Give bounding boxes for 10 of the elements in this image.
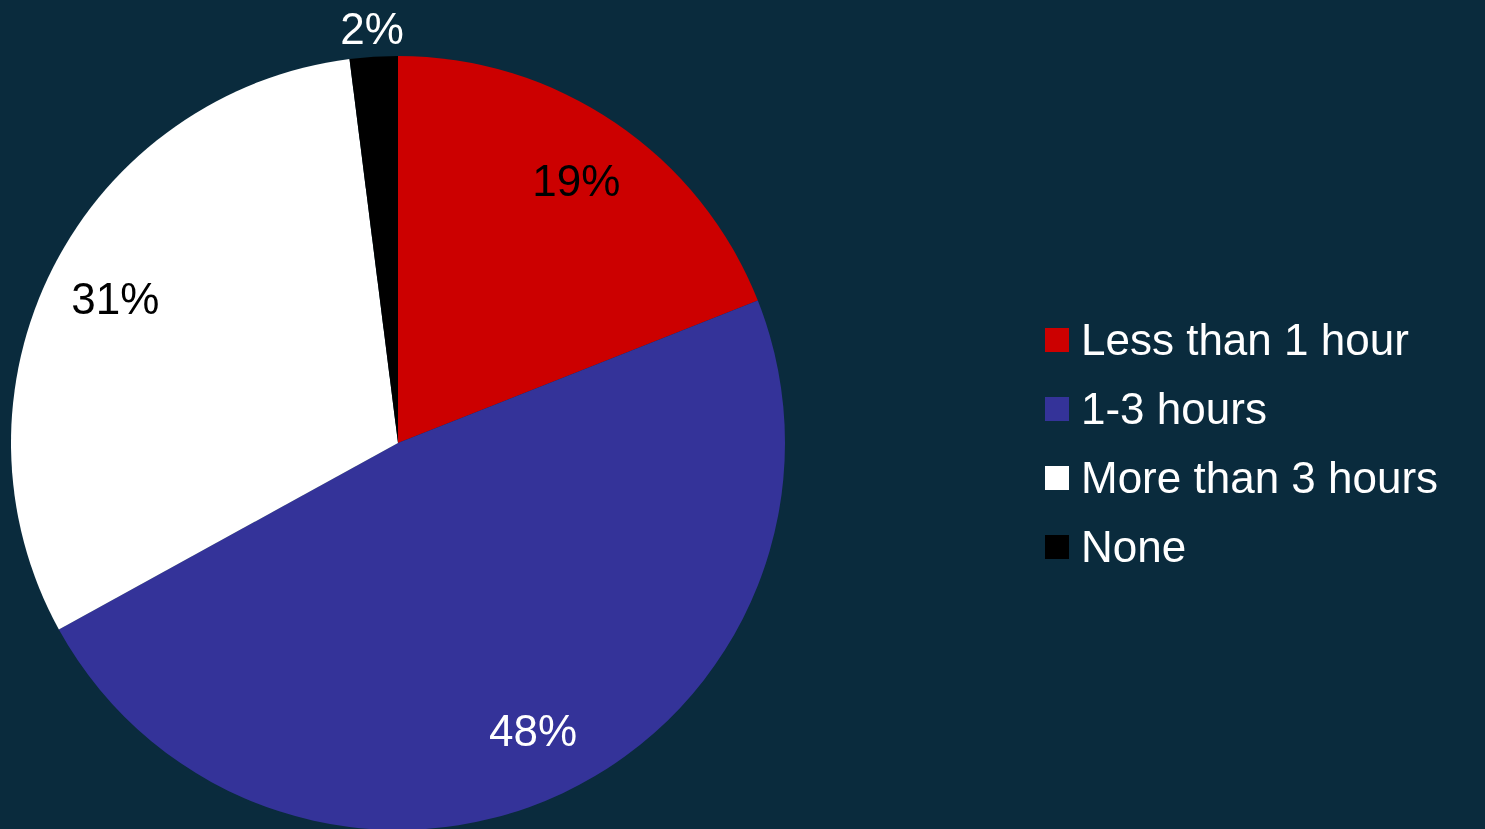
pie-slice bbox=[398, 56, 758, 443]
data-label: 2% bbox=[340, 4, 404, 54]
data-label: 19% bbox=[532, 155, 621, 205]
pie-slice bbox=[11, 59, 398, 630]
legend-label: More than 3 hours bbox=[1081, 453, 1439, 503]
legend-label: Less than 1 hour bbox=[1081, 315, 1409, 365]
data-label: 48% bbox=[489, 705, 578, 755]
data-label: 31% bbox=[71, 274, 160, 324]
legend-label: 1-3 hours bbox=[1081, 384, 1267, 434]
legend-label: None bbox=[1081, 522, 1187, 572]
